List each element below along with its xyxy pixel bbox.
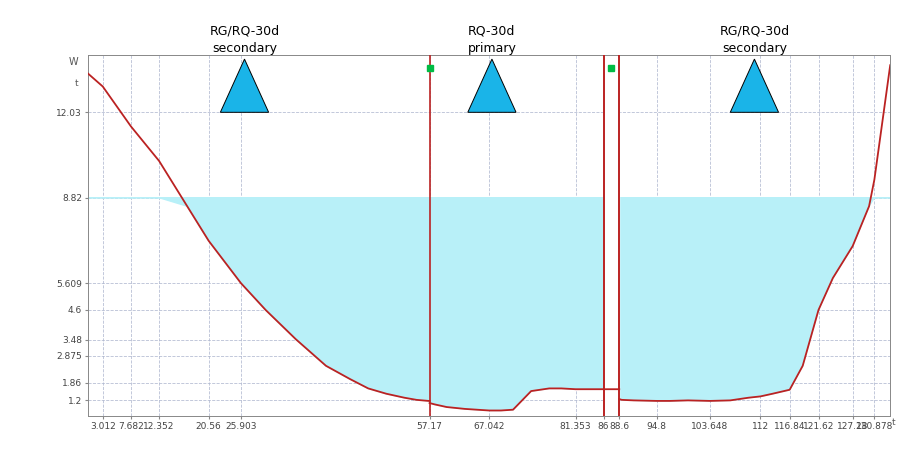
Text: RQ-30d
primary: RQ-30d primary	[468, 24, 516, 55]
Polygon shape	[88, 197, 429, 401]
Polygon shape	[221, 59, 269, 112]
Text: W: W	[69, 57, 79, 67]
Text: RG/RQ-30d
secondary: RG/RQ-30d secondary	[210, 24, 280, 55]
Polygon shape	[730, 59, 779, 112]
Polygon shape	[468, 59, 516, 112]
Text: t: t	[75, 79, 79, 87]
Polygon shape	[429, 197, 619, 410]
Polygon shape	[619, 197, 890, 401]
Text: RG/RQ-30d
secondary: RG/RQ-30d secondary	[719, 24, 790, 55]
Text: t: t	[892, 418, 896, 427]
Polygon shape	[604, 55, 619, 416]
